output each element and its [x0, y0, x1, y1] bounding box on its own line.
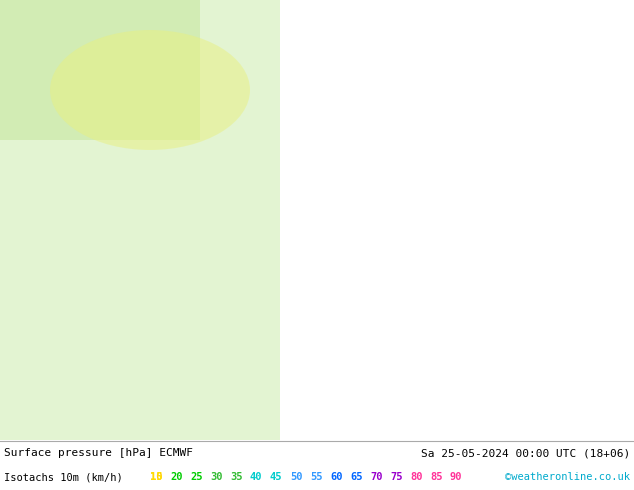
Text: Isotachs 10m (km/h): Isotachs 10m (km/h): [4, 472, 123, 482]
Text: 35: 35: [230, 472, 242, 482]
Text: 15: 15: [150, 472, 162, 482]
Ellipse shape: [50, 30, 250, 150]
Text: 55: 55: [310, 472, 323, 482]
Text: 75: 75: [390, 472, 403, 482]
Text: 25: 25: [190, 472, 202, 482]
Text: 40: 40: [250, 472, 262, 482]
Text: 80: 80: [410, 472, 422, 482]
Text: 20: 20: [170, 472, 183, 482]
Text: 45: 45: [270, 472, 283, 482]
Text: Sa 25-05-2024 00:00 UTC (18+06): Sa 25-05-2024 00:00 UTC (18+06): [421, 448, 630, 458]
Text: Surface pressure [hPa] ECMWF: Surface pressure [hPa] ECMWF: [4, 448, 193, 458]
Text: ©weatheronline.co.uk: ©weatheronline.co.uk: [505, 472, 630, 482]
Text: 10: 10: [150, 472, 162, 482]
Text: 65: 65: [350, 472, 363, 482]
Text: 70: 70: [370, 472, 382, 482]
Text: 60: 60: [330, 472, 342, 482]
Text: 85: 85: [430, 472, 443, 482]
Text: 50: 50: [290, 472, 302, 482]
Text: 30: 30: [210, 472, 223, 482]
Text: 90: 90: [450, 472, 462, 482]
FancyBboxPatch shape: [0, 0, 200, 140]
FancyBboxPatch shape: [0, 0, 280, 441]
